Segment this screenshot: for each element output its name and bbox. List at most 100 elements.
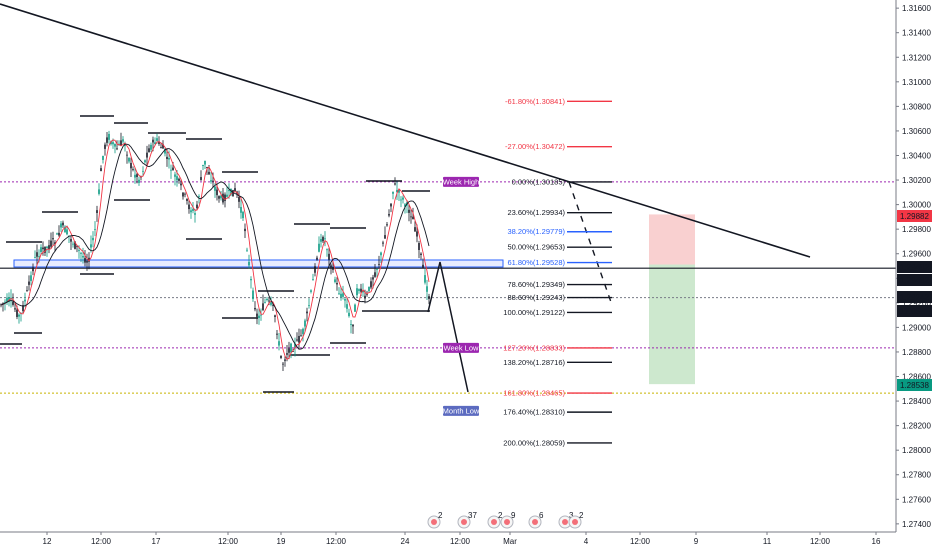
candle-body (362, 290, 364, 293)
descending-trendline[interactable] (0, 3, 811, 258)
price-tick-label: 1.30000 (902, 201, 931, 210)
candle-body (368, 286, 370, 292)
candle-body (328, 253, 330, 260)
candle-body (312, 279, 314, 281)
flag-icon (491, 519, 497, 525)
support-zone-rect[interactable] (13, 259, 504, 268)
candle-body (290, 343, 292, 353)
moving-average-fast (0, 139, 430, 361)
candle-body (378, 264, 380, 265)
price-tag-text: 1.29242 (900, 293, 929, 302)
candle-body (154, 142, 156, 145)
candle-body (78, 250, 80, 251)
candle-body (198, 196, 200, 197)
candle-body (120, 140, 122, 146)
fib-base-line[interactable] (568, 181, 613, 306)
flag-icon (431, 519, 437, 525)
candle-body (38, 256, 40, 257)
candle-body (364, 295, 366, 299)
candle-body (276, 333, 278, 335)
flag-icon (532, 519, 538, 525)
take-profit-zone[interactable] (649, 264, 695, 385)
candle-body (286, 353, 288, 355)
candle-body (272, 304, 274, 306)
candle-body (388, 213, 390, 216)
candle-body (202, 164, 204, 166)
price-tag-text: 1.28538 (900, 381, 929, 390)
candle-body (174, 174, 176, 177)
candle-body (418, 243, 420, 251)
candle-body (112, 142, 114, 145)
candle-body (102, 155, 104, 160)
candle-body (420, 253, 422, 255)
candle-body (412, 216, 414, 220)
candle-body (282, 363, 284, 365)
candle-body (172, 167, 174, 171)
event-count: 9 (511, 511, 516, 520)
candle-body (350, 324, 352, 325)
candle-body (30, 275, 32, 281)
price-tick-label: 1.29000 (902, 323, 931, 332)
candles (0, 130, 430, 371)
fib-level-label: 100.00%(1.29122) (503, 308, 565, 317)
price-tag-bg (897, 291, 932, 303)
price-tick-label: 1.29200 (902, 299, 931, 308)
level-tag-text: Month Low (443, 406, 480, 415)
candle-body (32, 267, 34, 272)
candle-body (242, 211, 244, 219)
candle-body (70, 239, 72, 242)
time-tick-label: 12:00 (450, 537, 471, 546)
candle-body (190, 210, 192, 213)
candle-body (94, 229, 96, 230)
candle-body (318, 243, 320, 252)
candle-body (304, 320, 306, 327)
candle-body (100, 168, 102, 172)
candle-body (382, 242, 384, 244)
level-tag-bg (443, 176, 479, 187)
candle-body (156, 138, 158, 141)
price-tick-label: 1.29800 (902, 225, 931, 234)
candle-body (200, 177, 202, 181)
candle-body (264, 301, 266, 303)
candle-body (358, 289, 360, 291)
candle-body (194, 213, 196, 215)
fib-level-label: 23.60%(1.29934) (507, 208, 565, 217)
candle-body (426, 286, 428, 292)
candle-body (48, 245, 50, 249)
price-tick-label: 1.28600 (902, 373, 931, 382)
time-axis[interactable]: 12 12:00 17 12:00 19 12:00 24 12:00 Mar 4 12:00 9 11… (0, 531, 896, 550)
fib-level-label: 176.40%(1.28310) (503, 408, 565, 417)
candle-body (88, 257, 90, 262)
candle-body (126, 154, 128, 156)
candle-body (308, 305, 310, 306)
candle-body (356, 288, 358, 296)
long-position-tool[interactable] (649, 214, 695, 385)
candle-body (60, 223, 62, 228)
fibonacci-extension[interactable]: -61.80%(1.30841) -27.00%(1.30472) 0.00%(1.… (503, 97, 612, 448)
time-tick-label: 12:00 (91, 537, 112, 546)
candle-body (296, 339, 298, 341)
candle-body (246, 249, 248, 251)
candle-body (284, 359, 286, 361)
candle-body (238, 197, 240, 202)
time-tick-label: 19 (277, 537, 286, 546)
stop-loss-zone[interactable] (649, 214, 695, 265)
candle-body (394, 183, 396, 185)
moving-averages (0, 139, 430, 361)
projection-path[interactable] (427, 261, 469, 393)
fib-level-label: 0.00%(1.30185) (512, 177, 566, 186)
candle-body (240, 206, 242, 213)
event-badges[interactable]: 2 37 2 9 6 3 2 (427, 511, 584, 529)
candle-body (302, 328, 304, 334)
candle-body (414, 227, 416, 232)
resistance-lines[interactable] (0, 115, 430, 393)
candle-body (408, 209, 410, 213)
event-count: 6 (539, 511, 544, 520)
price-tag-bg (897, 274, 932, 286)
candle-body (384, 235, 386, 239)
price-tag-text: 1.29482 (900, 276, 929, 285)
horizontal-levels[interactable] (0, 181, 896, 394)
candle-body (56, 233, 58, 235)
